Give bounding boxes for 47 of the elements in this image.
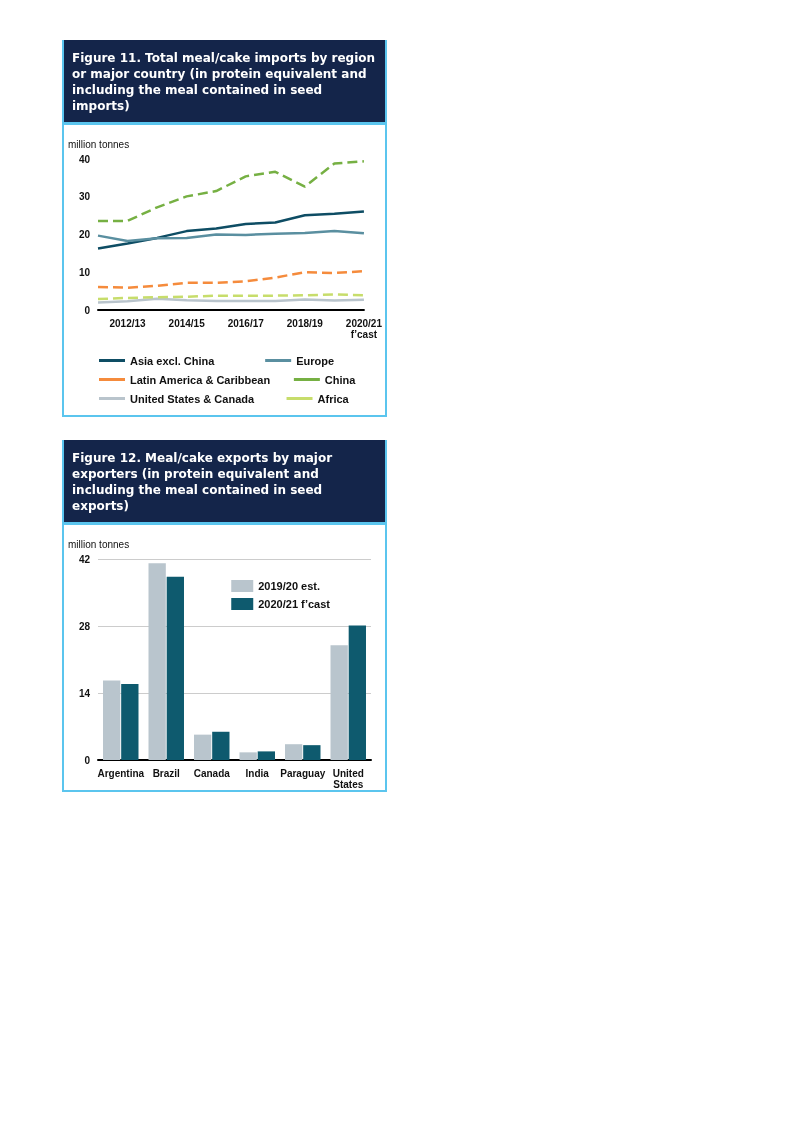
line-series [96, 210, 366, 250]
y-tick-label: 20 [78, 229, 91, 240]
bar [166, 576, 184, 760]
y-tick-label: 28 [78, 620, 91, 632]
bar [121, 683, 139, 760]
legend-label: Europe [296, 354, 335, 367]
x-tick-label: 2016/17 [227, 318, 265, 329]
bar [103, 680, 121, 760]
chart-title: Figure 11. Total meal/cake imports by region or major country (in protein equivalent and including the meal contained in seed imports) [64, 40, 385, 125]
x-tick-label: 2014/15 [168, 318, 206, 329]
bar [257, 751, 275, 760]
y-tick-label: 0 [84, 304, 91, 316]
y-tick-label: 0 [84, 754, 91, 766]
x-tick-label: Canada [193, 768, 231, 779]
y-tick-label: 40 [78, 153, 91, 165]
y-axis-title: million tonnes [68, 138, 130, 150]
legend-label: Africa [317, 392, 350, 405]
x-tick-label: India [245, 768, 270, 779]
x-tick-label: Brazil [152, 768, 181, 779]
line-series [96, 229, 366, 243]
bar [148, 563, 166, 760]
legend-label: China [324, 373, 357, 386]
legend-label: Asia excl. China [130, 354, 258, 367]
bar [212, 731, 230, 760]
x-tick-label: 2012/13 [109, 318, 147, 329]
bar [348, 625, 366, 760]
legend-label: United States & Canada [130, 392, 279, 405]
bar [239, 752, 257, 760]
x-tick-label: Paraguay [280, 768, 326, 779]
y-axis-title: million tonnes [68, 538, 130, 550]
bar [194, 734, 212, 760]
bar [303, 745, 321, 760]
chart-title: Figure 12. Meal/cake exports by major exporters (in protein equivalent and including the meal contained in seed exports) [64, 440, 385, 525]
y-tick-label: 42 [78, 553, 91, 565]
x-tick-label: 2020/21 f’cast [345, 318, 383, 340]
y-tick-label: 30 [78, 191, 91, 203]
line-series [96, 160, 366, 223]
bar [330, 645, 348, 760]
legend-label: Latin America & Caribbean [130, 373, 286, 386]
bar [285, 744, 303, 760]
x-tick-label: United States [332, 768, 364, 790]
y-tick-label: 10 [78, 266, 91, 278]
legend-label: 2019/20 est. [258, 580, 321, 592]
x-tick-label: Argentina [97, 768, 145, 779]
x-tick-label: 2018/19 [286, 318, 324, 329]
y-tick-label: 14 [78, 687, 91, 699]
legend-label: 2020/21 f’cast [258, 598, 331, 610]
